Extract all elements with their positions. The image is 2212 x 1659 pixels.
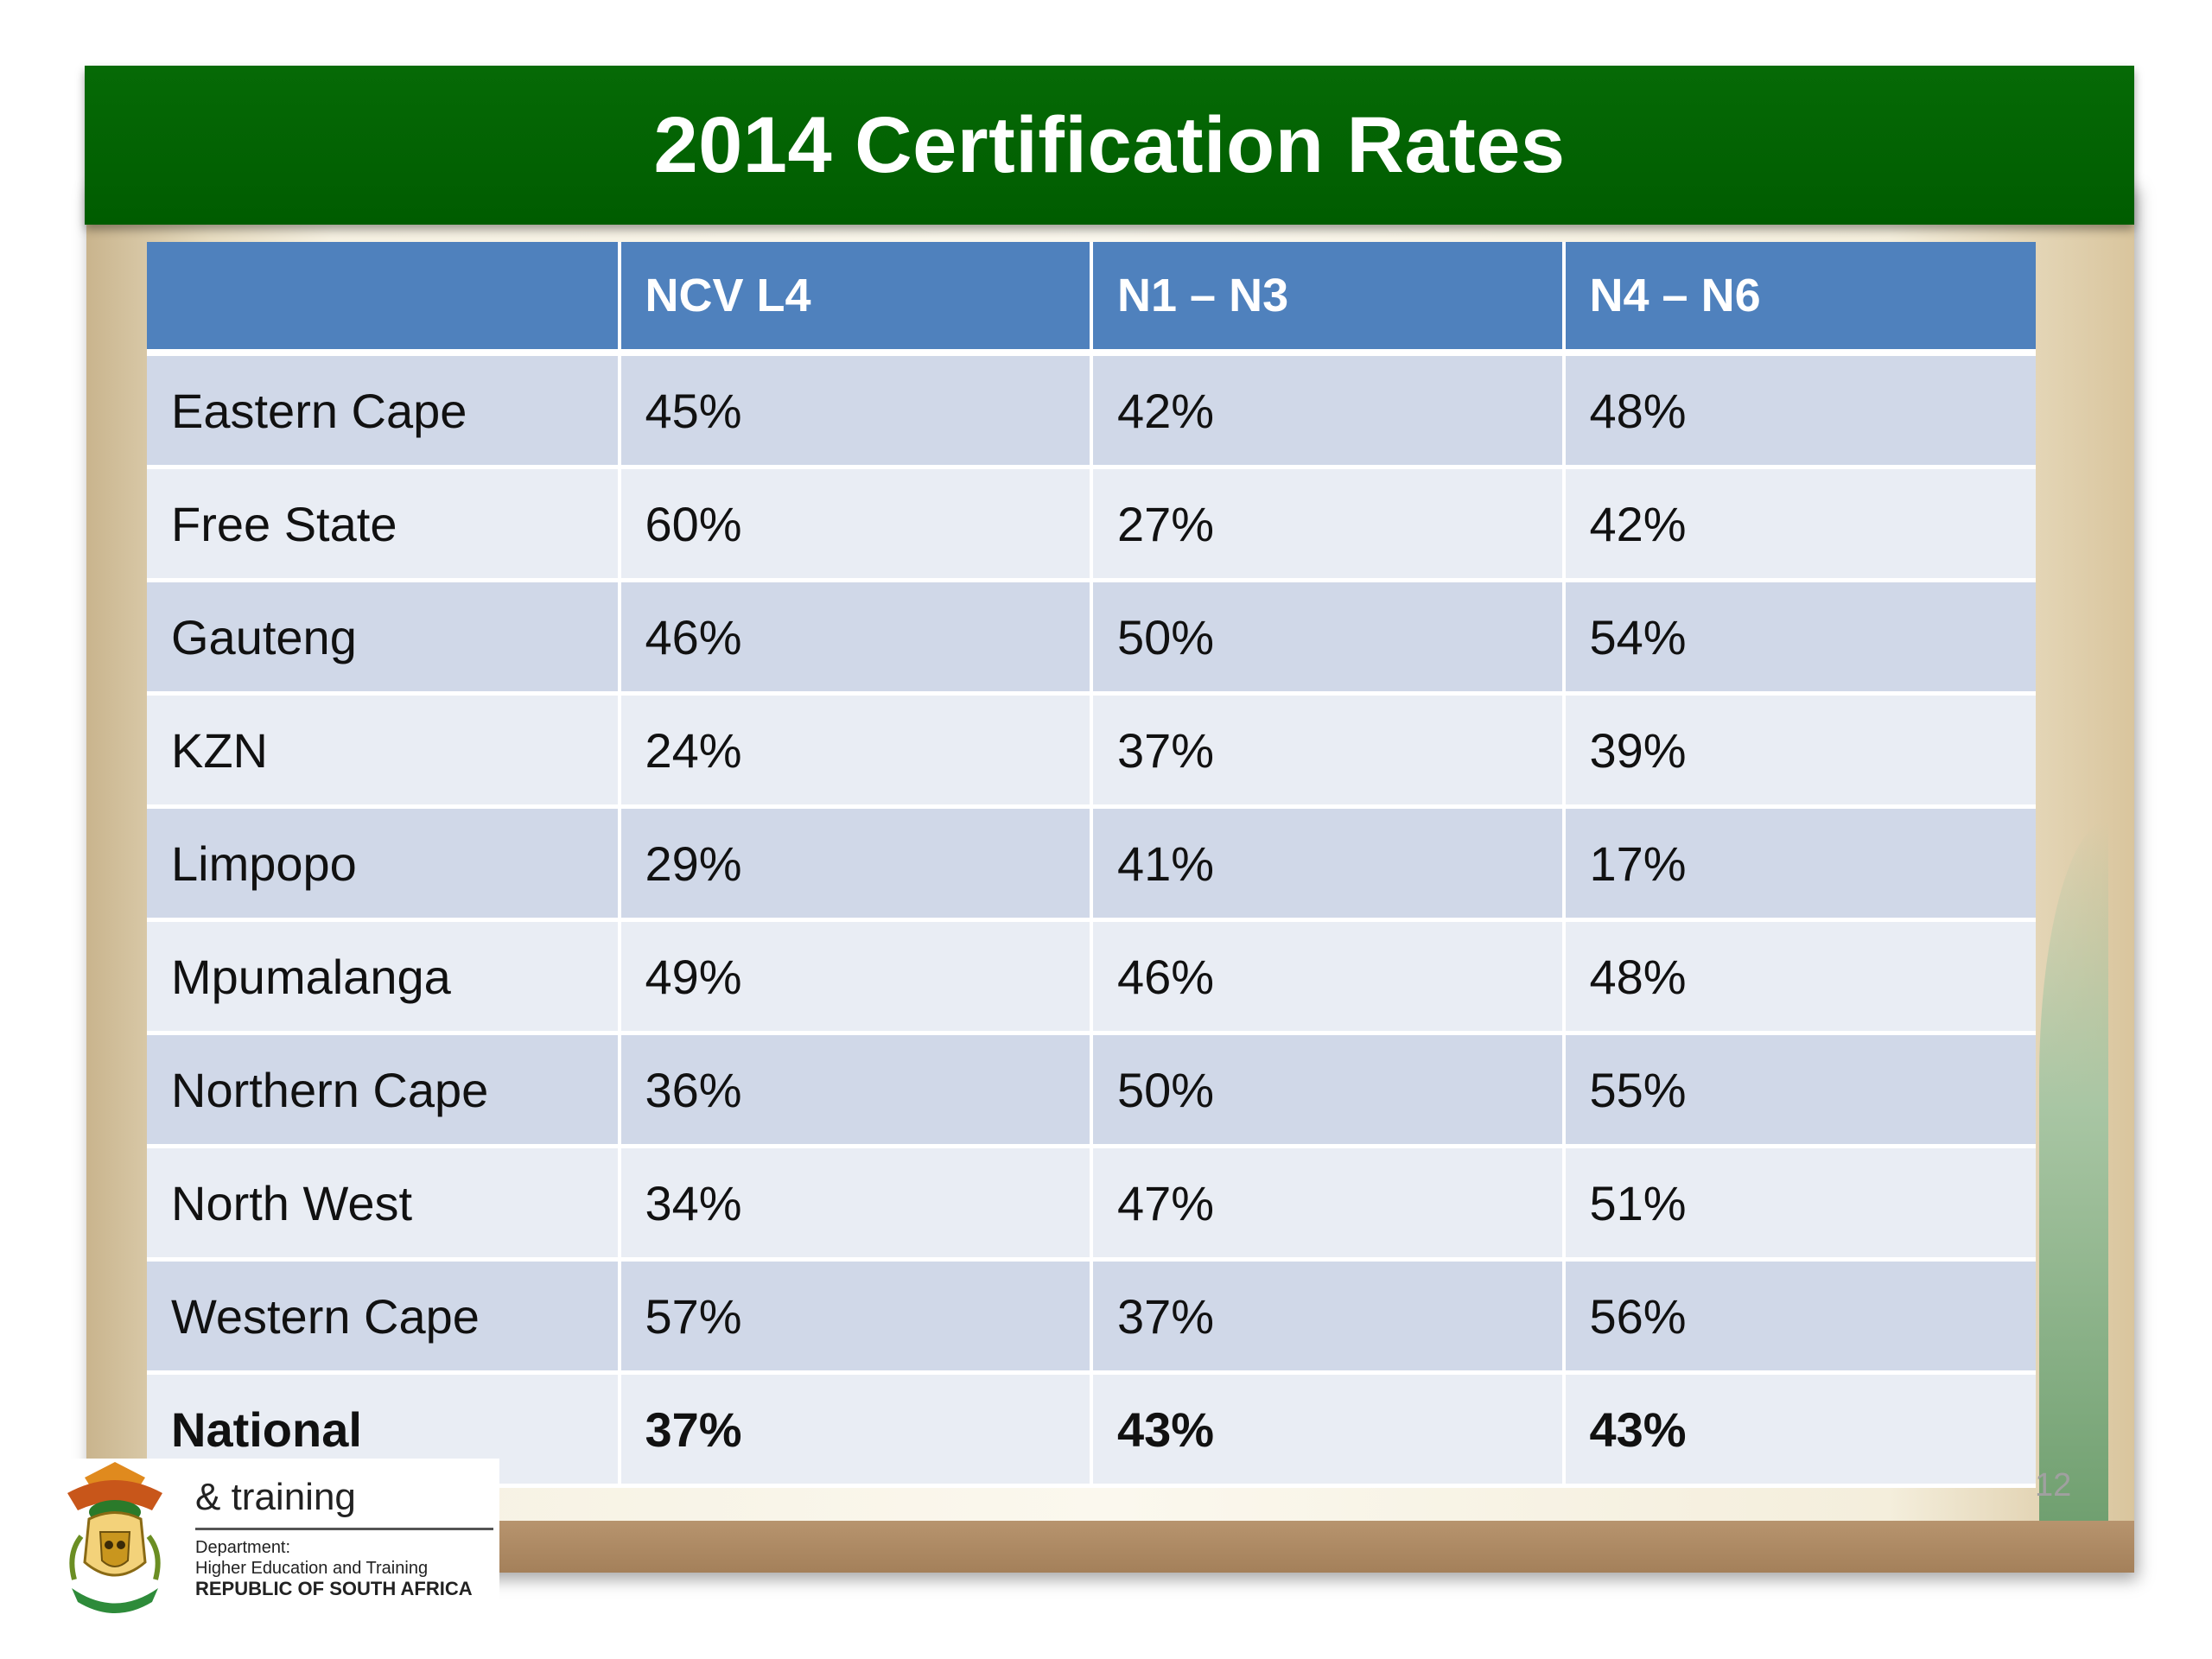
- n1-n3-cell: 50%: [1091, 1033, 1566, 1148]
- slide-title: 2014 Certification Rates: [653, 100, 1566, 189]
- ncv-l4-cell: 60%: [619, 467, 1093, 582]
- n4-n6-cell: 39%: [1563, 693, 2036, 809]
- table-row: Free State 60% 27% 42%: [147, 467, 2036, 582]
- certification-table: NCV L4 N1 – N3 N4 – N6 Eastern Cape 45% …: [147, 242, 2036, 1488]
- logo-divider: [195, 1528, 493, 1530]
- table-row: Western Cape 57% 37% 56%: [147, 1259, 2036, 1375]
- table-row: Limpopo 29% 41% 17%: [147, 806, 2036, 922]
- region-cell: North West: [147, 1146, 621, 1262]
- n1-n3-cell: 50%: [1091, 580, 1566, 696]
- logo-department-label: Department:: [195, 1538, 291, 1557]
- coat-of-arms-icon: [67, 1462, 162, 1613]
- n4-n6-cell: 42%: [1563, 467, 2036, 582]
- n1-n3-cell: 41%: [1091, 806, 1566, 922]
- ncv-l4-cell: 49%: [619, 919, 1093, 1035]
- table-row: Gauteng 46% 50% 54%: [147, 580, 2036, 696]
- n4-n6-cell: 55%: [1563, 1033, 2036, 1148]
- n4-n6-cell: 54%: [1563, 580, 2036, 696]
- n1-n3-cell: 47%: [1091, 1146, 1566, 1262]
- region-cell: Mpumalanga: [147, 919, 621, 1035]
- ncv-l4-cell: 57%: [619, 1259, 1093, 1375]
- title-banner: 2014 Certification Rates: [85, 66, 2134, 225]
- ncv-l4-cell: 24%: [619, 693, 1093, 809]
- department-logo: & training Department: Higher Education …: [41, 1459, 499, 1623]
- region-cell: Western Cape: [147, 1259, 621, 1375]
- n1-n3-cell: 27%: [1091, 467, 1566, 582]
- ncv-l4-cell: 46%: [619, 580, 1093, 696]
- table-row: KZN 24% 37% 39%: [147, 693, 2036, 809]
- header-n1-n3: N1 – N3: [1091, 242, 1566, 356]
- table-row: North West 34% 47% 51%: [147, 1146, 2036, 1262]
- ncv-l4-cell: 29%: [619, 806, 1093, 922]
- frame-decoration: [2039, 821, 2108, 1529]
- n1-n3-cell: 46%: [1091, 919, 1566, 1035]
- region-cell: Northern Cape: [147, 1033, 621, 1148]
- region-cell: KZN: [147, 693, 621, 809]
- region-cell: Gauteng: [147, 580, 621, 696]
- ncv-l4-cell: 45%: [619, 353, 1093, 469]
- table-header-row: NCV L4 N1 – N3 N4 – N6: [147, 242, 2036, 356]
- n1-n3-cell: 37%: [1091, 1259, 1566, 1375]
- region-cell: Free State: [147, 467, 621, 582]
- header-n4-n6: N4 – N6: [1563, 242, 2036, 356]
- header-region: [147, 242, 621, 356]
- ncv-l4-cell: 34%: [619, 1146, 1093, 1262]
- table-row: Mpumalanga 49% 46% 48%: [147, 919, 2036, 1035]
- n4-n6-cell: 51%: [1563, 1146, 2036, 1262]
- n1-n3-cell: 42%: [1091, 353, 1566, 469]
- region-cell: Eastern Cape: [147, 353, 621, 469]
- ncv-l4-cell: 37%: [619, 1372, 1093, 1488]
- logo-title: & training: [195, 1476, 356, 1518]
- table-row: Eastern Cape 45% 42% 48%: [147, 353, 2036, 469]
- page-number: 12: [2035, 1467, 2072, 1503]
- ncv-l4-cell: 36%: [619, 1033, 1093, 1148]
- n1-n3-cell: 37%: [1091, 693, 1566, 809]
- n4-n6-cell: 48%: [1563, 919, 2036, 1035]
- n4-n6-cell: 17%: [1563, 806, 2036, 922]
- n4-n6-cell: 56%: [1563, 1259, 2036, 1375]
- n1-n3-cell: 43%: [1091, 1372, 1566, 1488]
- n4-n6-cell: 48%: [1563, 353, 2036, 469]
- table-row: Northern Cape 36% 50% 55%: [147, 1033, 2036, 1148]
- region-cell: Limpopo: [147, 806, 621, 922]
- logo-country: REPUBLIC OF SOUTH AFRICA: [195, 1578, 473, 1599]
- logo-department-name: Higher Education and Training: [195, 1559, 429, 1578]
- n4-n6-cell: 43%: [1563, 1372, 2036, 1488]
- header-ncv-l4: NCV L4: [619, 242, 1093, 356]
